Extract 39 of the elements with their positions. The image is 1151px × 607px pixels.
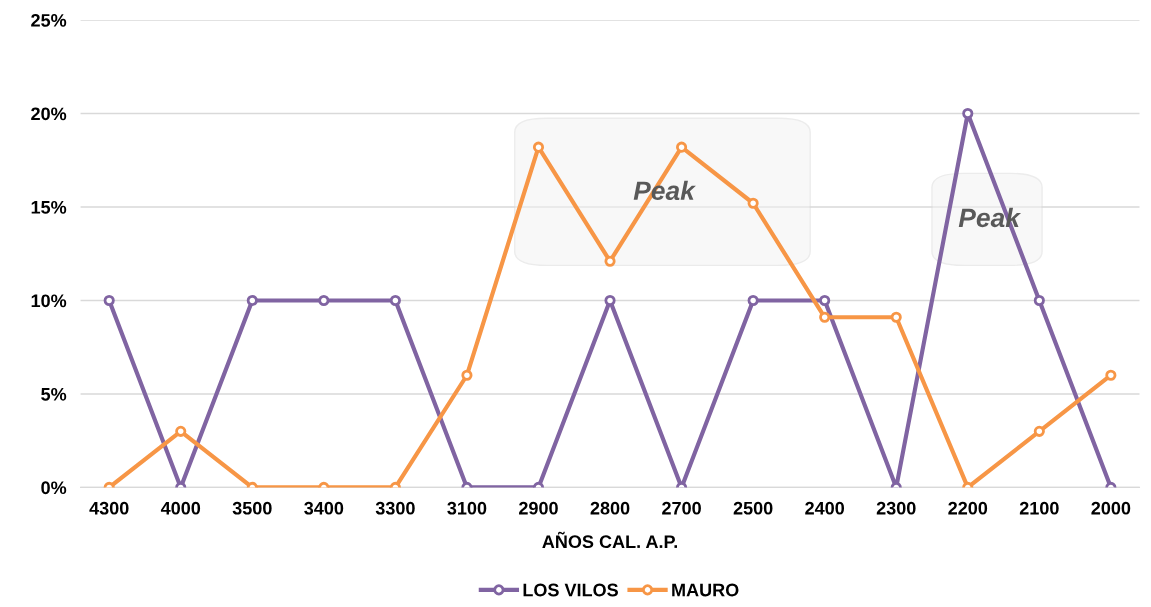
point	[1105, 369, 1117, 381]
x-tick-label: 2200	[948, 501, 988, 515]
y-tick-label: 20%	[31, 107, 67, 121]
x-tick-label: 3100	[447, 501, 487, 515]
point	[890, 311, 902, 323]
y-tick-label: 25%	[31, 13, 67, 27]
x-tick-label: 2800	[590, 501, 630, 515]
legend-label: MAURO	[672, 583, 739, 597]
point	[389, 294, 401, 307]
x-tick-label: 2900	[519, 501, 558, 515]
y-tick-label: 15%	[31, 200, 67, 214]
x-axis-title: AÑOS CAL. A.P.	[542, 531, 678, 549]
point	[461, 369, 473, 381]
x-tick-label: 2300	[876, 501, 916, 515]
y-tick-label: 5%	[41, 387, 67, 401]
legend-label: LOS VILOS	[523, 583, 618, 597]
x-tick-label: 2100	[1019, 501, 1059, 515]
x-tick-label: 2700	[662, 501, 701, 515]
point	[1033, 294, 1045, 307]
y-tick-label: 0%	[41, 481, 67, 495]
x-tick-label: 2500	[733, 501, 773, 515]
x-tick-label: 2000	[1091, 501, 1131, 515]
x-tick-label: 4000	[160, 501, 201, 515]
x-tick-label: 3400	[304, 501, 344, 515]
x-tick-label: 4300	[89, 501, 129, 515]
point	[318, 294, 330, 307]
point	[1033, 425, 1045, 437]
point	[175, 425, 187, 437]
x-tick-label: 2400	[805, 501, 845, 515]
point	[604, 255, 616, 267]
point	[103, 294, 115, 307]
point	[246, 294, 258, 307]
y-tick-label: 10%	[31, 294, 67, 308]
point	[819, 311, 831, 323]
point	[747, 294, 759, 307]
point	[819, 294, 831, 307]
x-tick-label: 3300	[375, 501, 415, 515]
point	[747, 197, 759, 209]
x-tick-label: 3500	[232, 501, 272, 515]
